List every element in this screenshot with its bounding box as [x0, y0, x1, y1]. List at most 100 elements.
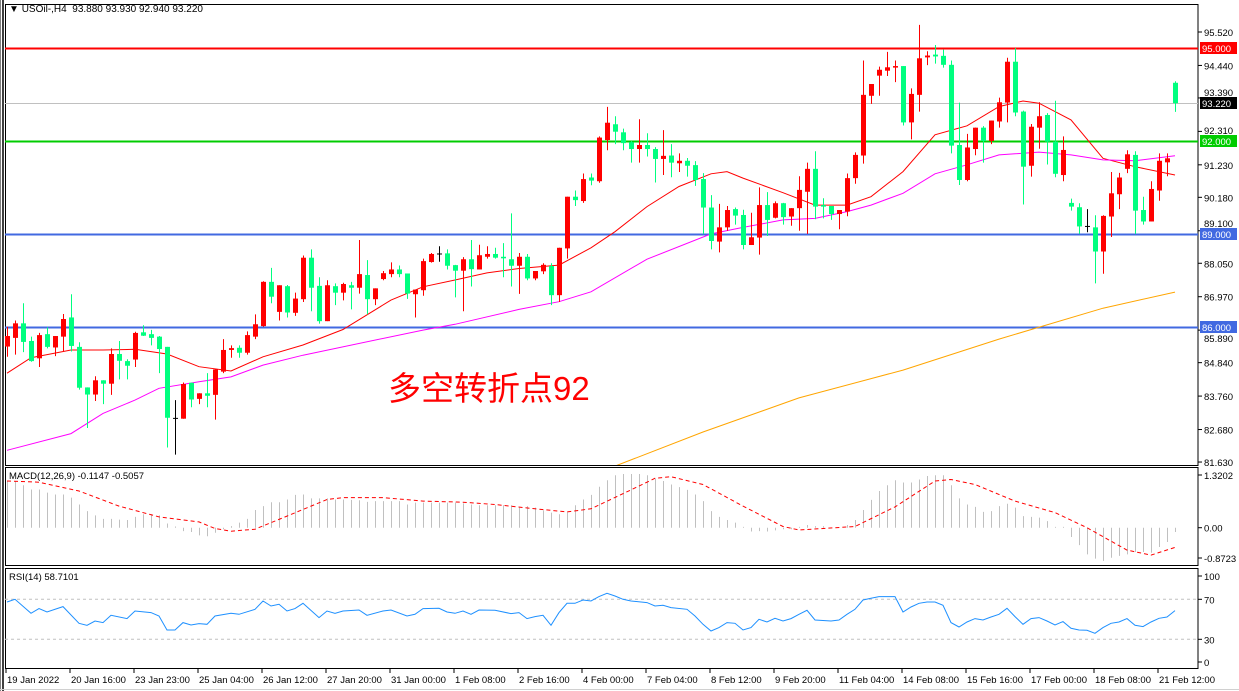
candle-body — [37, 335, 42, 359]
candle — [469, 240, 474, 287]
candle-body — [1053, 141, 1058, 174]
candle-body — [765, 205, 770, 220]
candle — [885, 51, 890, 76]
candle-body — [125, 361, 130, 366]
candle-body — [101, 380, 106, 384]
time-tick-label: 26 Jan 12:00 — [263, 675, 318, 686]
candle-body — [469, 259, 474, 270]
candle — [861, 60, 866, 164]
time-tick-label: 17 Feb 00:00 — [1031, 675, 1087, 686]
candle — [725, 205, 730, 231]
candle — [821, 198, 826, 219]
candle — [1149, 181, 1154, 222]
candle — [933, 45, 938, 64]
candle — [1037, 102, 1042, 149]
macd-tick-label: -0.8723 — [1204, 554, 1236, 565]
price-label-bg-93.220 — [1200, 97, 1237, 109]
price-tick-label: 88.050 — [1204, 259, 1233, 270]
candle-body — [1173, 82, 1178, 104]
candle-body — [773, 203, 778, 218]
candle-body — [341, 284, 346, 293]
candle-body — [781, 203, 786, 218]
candle — [1093, 215, 1098, 284]
candle — [413, 289, 418, 318]
rsi-line — [6, 592, 1176, 634]
candle — [477, 244, 482, 270]
candle — [589, 173, 594, 186]
candle-body — [205, 393, 210, 396]
candle-body — [637, 145, 642, 150]
candle-body — [77, 346, 82, 388]
candle — [317, 277, 322, 324]
candle-body — [213, 369, 218, 395]
candle-body — [821, 205, 826, 207]
candle-body — [861, 94, 866, 156]
candle — [661, 130, 666, 176]
candle-body — [957, 145, 962, 180]
candle-body — [517, 256, 522, 266]
candle-body — [21, 323, 26, 342]
macd-signal-line — [6, 476, 1176, 556]
rsi-plot — [5, 592, 1198, 640]
candle-body — [541, 264, 546, 272]
candle — [909, 88, 914, 140]
candle — [773, 201, 778, 219]
candle-body — [733, 209, 738, 216]
candle-body — [933, 54, 938, 57]
candle — [157, 336, 162, 374]
candle — [925, 51, 930, 66]
price-label-93.220: 93.220 — [1202, 99, 1231, 110]
rsi-tick-label: 100 — [1204, 572, 1220, 583]
window-border-left-inner — [2, 0, 4, 691]
candle — [1173, 81, 1178, 112]
candle-body — [653, 149, 658, 159]
triangle-down-icon[interactable]: ▼ — [9, 4, 22, 15]
macd-plot — [6, 474, 1176, 561]
candle — [253, 314, 258, 340]
candle — [453, 264, 458, 298]
candle — [901, 66, 906, 126]
candle — [389, 262, 394, 278]
candle — [1021, 110, 1026, 205]
rsi-panel-frame — [5, 568, 1199, 669]
candle — [989, 120, 994, 145]
candle — [485, 246, 490, 259]
price-tick-label: 83.760 — [1204, 392, 1233, 403]
candle-body — [1109, 193, 1114, 217]
candle-body — [1101, 215, 1106, 252]
candle-body — [285, 286, 290, 313]
candle — [629, 140, 634, 163]
candle — [1117, 172, 1122, 210]
candle-body — [757, 205, 762, 238]
rsi-tick-label: 0 — [1204, 658, 1209, 669]
candle — [533, 271, 538, 281]
candle — [197, 393, 202, 405]
price-tick-label: 86.970 — [1204, 293, 1233, 304]
candle-body — [349, 285, 354, 288]
candle — [813, 151, 818, 220]
candle — [1157, 153, 1162, 201]
candle — [149, 329, 154, 346]
candle — [125, 359, 130, 380]
candle-body — [685, 160, 690, 166]
time-tick-label: 19 Jan 2022 — [7, 675, 59, 686]
candle-body — [1037, 116, 1042, 128]
time-tick-label: 9 Feb 20:00 — [775, 675, 826, 686]
time-tick-label: 15 Feb 16:00 — [967, 675, 1023, 686]
candle — [117, 340, 122, 380]
candle-body — [533, 271, 538, 279]
price-tick-label: 94.440 — [1204, 61, 1233, 72]
candle — [637, 119, 642, 163]
rsi-label: RSI(14) 58.7101 — [9, 572, 79, 583]
candle-body — [725, 210, 730, 228]
price-label-bg-95.000 — [1200, 42, 1237, 54]
candle-body — [589, 177, 594, 181]
candle — [101, 380, 106, 405]
macd-panel-frame — [5, 467, 1199, 566]
candle — [965, 133, 970, 182]
symbol-timeframe: USOil-,H4 — [21, 4, 67, 15]
candle — [893, 60, 898, 83]
candle — [597, 136, 602, 183]
candle-body — [373, 288, 378, 300]
